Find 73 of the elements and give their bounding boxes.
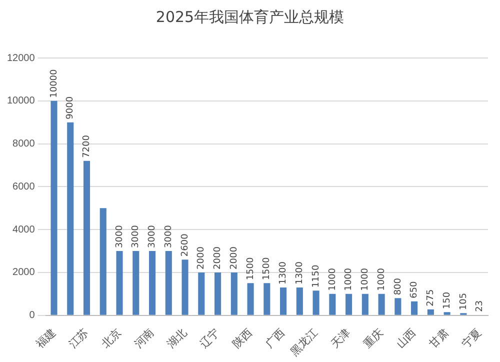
data-label: 1500 bbox=[246, 256, 256, 280]
y-tick-label: 4000 bbox=[12, 224, 36, 236]
chart-title: 2025年我国体育产业总规模 bbox=[154, 7, 346, 28]
data-label: 9000 bbox=[66, 96, 76, 120]
x-tick-label: 天津 bbox=[328, 326, 354, 351]
y-tick-label: 10000 bbox=[6, 96, 36, 107]
data-label: 1150 bbox=[311, 264, 322, 288]
data-label: 3000 bbox=[114, 224, 125, 248]
x-tick-label: 湖北 bbox=[164, 326, 190, 351]
x-tick-label: 辽宁 bbox=[197, 326, 222, 351]
bar bbox=[67, 122, 74, 315]
x-tick-label: 山西 bbox=[394, 326, 419, 351]
data-label: 1300 bbox=[295, 261, 306, 284]
x-tick-label: 重庆 bbox=[361, 326, 386, 351]
bar bbox=[346, 294, 352, 315]
bar bbox=[182, 260, 188, 315]
bar bbox=[411, 301, 418, 315]
bar bbox=[427, 309, 434, 315]
bar bbox=[264, 283, 270, 315]
data-label: 2000 bbox=[196, 246, 207, 270]
bar bbox=[378, 294, 385, 315]
bar bbox=[214, 272, 222, 315]
data-label: 105 bbox=[458, 292, 469, 310]
bar bbox=[50, 100, 58, 315]
bar bbox=[165, 251, 172, 315]
y-tick-label: 12000 bbox=[6, 52, 36, 64]
data-label: 1000 bbox=[360, 268, 371, 291]
bar bbox=[247, 283, 254, 315]
bar bbox=[312, 290, 320, 315]
bar bbox=[100, 208, 106, 315]
x-tick-label: 宁夏 bbox=[459, 326, 484, 351]
data-label: 1300 bbox=[278, 261, 289, 284]
data-label: 650 bbox=[410, 280, 420, 298]
data-label: 800 bbox=[393, 278, 404, 296]
x-tick-label: 陕西 bbox=[230, 326, 255, 351]
bar bbox=[83, 160, 90, 315]
data-label: 7200 bbox=[82, 134, 92, 158]
bar bbox=[296, 287, 303, 315]
data-label: 275 bbox=[426, 289, 436, 306]
x-tick-label: 江苏 bbox=[66, 326, 92, 351]
data-label: 1000 bbox=[344, 268, 354, 291]
data-label: 2000 bbox=[229, 246, 240, 270]
data-label: 3000 bbox=[164, 224, 174, 248]
data-label: 23 bbox=[475, 300, 486, 312]
y-tick-label: 6000 bbox=[12, 181, 36, 192]
bar bbox=[444, 312, 450, 315]
bar bbox=[329, 294, 336, 315]
x-tick-label: 甘肃 bbox=[426, 326, 452, 351]
data-label: 1500 bbox=[262, 256, 272, 280]
x-tick-label: 河南 bbox=[132, 326, 157, 351]
data-label: 10000 bbox=[49, 68, 60, 98]
bar bbox=[116, 251, 123, 315]
data-label: 2000 bbox=[213, 246, 224, 270]
data-label: 150 bbox=[442, 292, 452, 310]
bar bbox=[198, 272, 205, 315]
y-tick-label: 8000 bbox=[12, 138, 36, 150]
data-label: 3000 bbox=[148, 224, 158, 248]
bar bbox=[148, 251, 156, 315]
bar bbox=[394, 298, 402, 315]
y-tick-label: 0 bbox=[29, 310, 36, 322]
bar bbox=[362, 294, 368, 315]
data-label: 2600 bbox=[180, 233, 190, 257]
bar bbox=[230, 272, 238, 315]
data-label: 1000 bbox=[376, 268, 387, 291]
bar bbox=[132, 251, 140, 315]
data-label: 3000 bbox=[131, 224, 142, 248]
x-tick-label: 广西 bbox=[262, 326, 288, 351]
x-tick-label: 北京 bbox=[99, 326, 124, 351]
bar bbox=[280, 287, 287, 315]
x-tick-label: 福建 bbox=[34, 326, 58, 351]
y-tick-label: 2000 bbox=[12, 267, 36, 278]
data-label: 1000 bbox=[328, 268, 338, 291]
x-tick-label: 黑龙江 bbox=[288, 326, 320, 359]
